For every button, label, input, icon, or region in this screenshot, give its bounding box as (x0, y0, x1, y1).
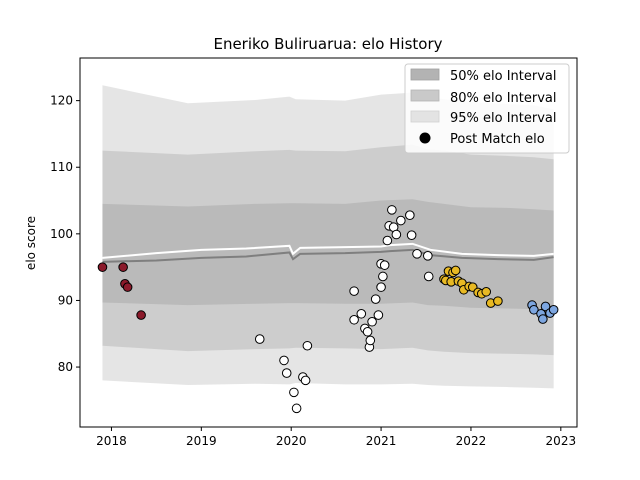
legend-swatch-95 (410, 110, 440, 123)
data-point-s1-30 (412, 249, 422, 259)
data-point-s1-9 (349, 314, 359, 325)
legend-marker-post-match (419, 132, 431, 144)
x-tick-label-2021: 2021 (366, 434, 397, 448)
y-tick-label-110: 110 (50, 160, 73, 174)
data-point-s1-17 (373, 310, 384, 320)
y-tick-label-100: 100 (50, 227, 73, 241)
y-axis-label: elo score (24, 216, 38, 270)
x-tick-label-2023: 2023 (546, 434, 577, 448)
x-tick-label-2018: 2018 (96, 434, 127, 448)
data-point-s0-4 (136, 310, 146, 320)
legend-label-50: 50% elo Interval (450, 69, 557, 84)
legend: 50% elo Interval 80% elo Interval 95% el… (404, 63, 570, 154)
data-point-s3-1 (529, 304, 539, 315)
legend-label-80: 80% elo Interval (450, 91, 557, 106)
data-point-s1-26 (391, 229, 402, 240)
data-point-s3-4 (540, 301, 551, 312)
data-point-s3-3 (538, 314, 548, 324)
data-point-s0-1 (118, 262, 128, 272)
legend-swatch-80 (410, 89, 440, 102)
data-point-s1-4 (291, 403, 302, 414)
data-point-s1-15 (367, 316, 377, 327)
y-tick-label-90: 90 (58, 293, 73, 307)
legend-label-post-match: Post Match elo (450, 132, 545, 147)
data-point-s1-6 (300, 375, 311, 386)
x-tick-label-2019: 2019 (186, 434, 217, 448)
y-tick-label-80: 80 (58, 360, 73, 374)
data-point-s1-7 (302, 340, 313, 351)
data-point-s0-3 (122, 282, 133, 292)
data-point-s1-20 (378, 271, 388, 282)
legend-entry-50: 50% elo Interval (410, 68, 557, 84)
post-elo-line (102, 242, 554, 259)
mean-elo-line (102, 248, 554, 263)
data-point-s1-0 (254, 334, 265, 344)
data-point-s1-28 (405, 210, 415, 220)
data-point-s1-2 (281, 368, 292, 378)
x-tick-label-2020: 2020 (276, 434, 307, 448)
legend-entry-80: 80% elo Interval (410, 89, 557, 106)
data-point-s2-5 (450, 265, 461, 276)
y-tick-label-120: 120 (50, 94, 73, 108)
data-point-s1-32 (423, 271, 434, 282)
data-point-s1-1 (279, 355, 289, 366)
legend-entry-post-match: Post Match elo (419, 132, 545, 147)
data-point-s1-14 (365, 335, 376, 346)
band-80 (102, 144, 554, 356)
plot-area: 2018 2019 2020 2021 2022 2023 80 90 100 110 120 (50, 57, 578, 448)
data-point-s2-15 (493, 296, 503, 306)
legend-label-95: 95% elo Interval (450, 111, 557, 126)
data-point-s1-12 (362, 326, 373, 337)
data-point-s1-3 (289, 387, 299, 398)
data-point-s1-21 (379, 260, 390, 270)
data-point-s1-29 (406, 230, 417, 240)
data-point-s1-27 (396, 215, 406, 226)
band-95 (102, 85, 554, 389)
data-point-s1-31 (423, 251, 433, 261)
data-point-s3-6 (548, 304, 559, 315)
legend-entry-95: 95% elo Interval (410, 110, 557, 126)
data-point-s1-16 (370, 294, 381, 304)
data-point-s1-22 (382, 235, 393, 246)
data-point-s1-8 (349, 286, 359, 296)
legend-box (404, 63, 570, 154)
data-point-s1-24 (387, 205, 397, 215)
x-tick-label-2022: 2022 (456, 434, 487, 448)
legend-swatch-50 (410, 68, 440, 81)
data-point-s1-10 (356, 308, 367, 319)
data-point-s2-13 (481, 286, 492, 297)
plot-frame (79, 57, 578, 428)
data-point-s0-0 (97, 262, 108, 272)
data-point-s1-18 (376, 282, 386, 292)
chart-title: Eneriko Buliruarua: elo History (213, 35, 442, 53)
